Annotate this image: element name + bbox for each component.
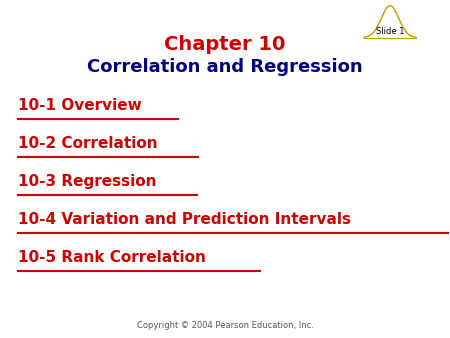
Text: 10-2 Correlation: 10-2 Correlation (18, 136, 158, 151)
Text: 10-1 Overview: 10-1 Overview (18, 98, 142, 113)
Text: Copyright © 2004 Pearson Education, Inc.: Copyright © 2004 Pearson Education, Inc. (136, 320, 314, 330)
Text: 10-5 Rank Correlation: 10-5 Rank Correlation (18, 250, 206, 265)
Text: 10-4 Variation and Prediction Intervals: 10-4 Variation and Prediction Intervals (18, 212, 351, 227)
Text: Correlation and Regression: Correlation and Regression (87, 58, 363, 76)
Text: Chapter 10: Chapter 10 (164, 35, 286, 54)
Text: Slide 1: Slide 1 (376, 27, 404, 36)
Text: 10-3 Regression: 10-3 Regression (18, 174, 157, 189)
